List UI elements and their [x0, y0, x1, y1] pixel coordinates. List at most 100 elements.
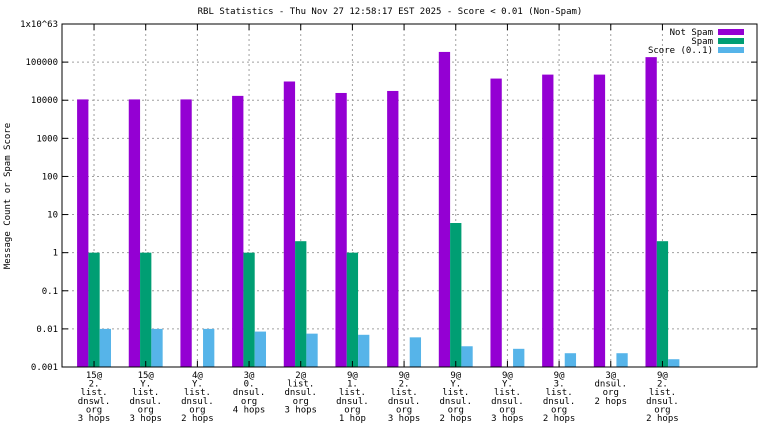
bar-score-0-1: [461, 346, 473, 367]
y-tick-label: 0.1: [42, 287, 58, 297]
x-tick-label-line: org: [654, 405, 670, 415]
y-tick-label: 1x10^63: [20, 20, 58, 30]
x-tick-label-line: 1 hop: [339, 414, 366, 424]
x-tick-label-line: list.: [546, 388, 573, 398]
x-tick-label-line: 2.: [399, 380, 410, 390]
x-tick-label-line: list.: [339, 388, 366, 398]
x-tick-label: 15@ Y. list. dnsul. org 3 hops: [129, 371, 162, 424]
legend-label: Score (0..1): [648, 46, 713, 56]
bar-not-spam: [232, 95, 244, 368]
legend-label: Not Spam: [670, 28, 713, 38]
bar-spam: [656, 241, 669, 367]
x-tick-label-line: 15@: [138, 371, 155, 381]
x-tick-label-line: list.: [287, 380, 314, 390]
bar-score-0-1: [513, 348, 525, 367]
x-tick-label: 9@ Y. list. dnsul. org 2 hops: [439, 371, 472, 424]
x-tick-label-line: dnsul.: [646, 397, 679, 407]
bar-not-spam: [77, 99, 89, 367]
x-tick-label-line: 3.: [554, 380, 565, 390]
x-tick-label-line: 2.: [657, 380, 668, 390]
x-tick-label-line: 2 hops: [181, 414, 214, 424]
x-tick-label-line: dnsul.: [336, 397, 369, 407]
bar-score-0-1: [409, 337, 422, 367]
x-tick-label-line: dnsul.: [233, 388, 266, 398]
y-tick-label: 10: [47, 211, 58, 221]
x-tick-label-line: org: [551, 405, 567, 415]
x-tick-label-line: org: [189, 405, 205, 415]
x-tick-label-line: dnswl.: [78, 397, 111, 407]
x-tick-label-line: Y.: [140, 380, 151, 390]
x-tick-label-line: 9@: [502, 371, 513, 381]
x-tick-label-line: 9@: [450, 371, 461, 381]
x-tick-label: 9@ 1. list. dnsul. org 1 hop: [336, 371, 369, 424]
x-tick-label-line: 2 hops: [543, 414, 576, 424]
bar-not-spam: [128, 99, 141, 367]
x-tick-label: 9@ 3. list. dnsul. org 2 hops: [543, 371, 576, 424]
x-tick-label-line: 2 hops: [439, 414, 472, 424]
x-tick-label-line: 9@: [657, 371, 668, 381]
x-tick-label-line: org: [86, 405, 102, 415]
bar-score-0-1: [151, 328, 163, 367]
x-tick-label-line: dnsul.: [595, 380, 628, 390]
x-tick-label-line: 2.: [89, 380, 100, 390]
x-tick-label-line: 3 hops: [388, 414, 421, 424]
bar-score-0-1: [668, 359, 680, 367]
legend-swatch: [718, 29, 744, 35]
bar-not-spam: [490, 78, 502, 368]
x-tick-label-line: org: [448, 405, 464, 415]
x-tick-label-line: 3 hops: [284, 405, 317, 415]
x-tick-label-line: dnsul.: [388, 397, 421, 407]
bar-score-0-1: [99, 328, 111, 367]
x-tick-label: 15@ 2. list. dnswl. org 3 hops: [78, 371, 111, 424]
x-tick-label-line: Y.: [502, 380, 513, 390]
bar-score-0-1: [564, 353, 577, 367]
x-tick-label: 3@ dnsul. org 2 hops: [595, 371, 628, 407]
x-tick-label-line: list.: [649, 388, 676, 398]
bar-not-spam: [180, 99, 192, 367]
x-tick-label: 2@ list. dnsul. org 3 hops: [284, 371, 317, 415]
bar-not-spam: [283, 81, 296, 367]
x-tick-label: 4@ Y. list. dnsul. org 2 hops: [181, 371, 214, 424]
x-tick-label-line: 3@: [244, 371, 255, 381]
bar-spam: [88, 252, 100, 367]
bar-not-spam: [542, 74, 554, 368]
x-tick-label-line: org: [138, 405, 154, 415]
bar-spam: [346, 252, 359, 367]
x-tick-label-line: list.: [442, 388, 469, 398]
x-tick-label-line: list.: [391, 388, 418, 398]
x-tick-label-line: dnsul.: [543, 397, 576, 407]
bars: [77, 51, 680, 368]
y-tick-label: 1000: [36, 134, 58, 144]
bar-not-spam: [593, 74, 606, 368]
x-tick-label-line: 0.: [244, 380, 255, 390]
x-tick-label-line: 9@: [399, 371, 410, 381]
x-tick-label-line: 3 hops: [129, 414, 162, 424]
x-tick-label-line: org: [344, 405, 360, 415]
x-tick-label: 3@ 0. dnsul. org 4 hops: [233, 371, 266, 415]
legend-label: Spam: [691, 37, 713, 47]
legend-swatch: [718, 38, 744, 44]
x-tick-label-line: 3 hops: [78, 414, 111, 424]
y-tick-label: 0.001: [31, 363, 58, 373]
chart-title: RBL Statistics - Thu Nov 27 12:58:17 EST…: [198, 7, 583, 17]
x-tick-label-line: 2 hops: [595, 397, 628, 407]
x-tick-label-line: org: [603, 388, 619, 398]
bar-spam: [295, 241, 307, 367]
bar-score-0-1: [254, 331, 267, 367]
bar-score-0-1: [306, 333, 318, 367]
y-axis-ticks: 0.001 0.01 0.1 1 10 100 1000 10000 100000 1x10^63: [20, 20, 757, 373]
x-tick-label-line: dnsul.: [181, 397, 214, 407]
x-tick-label-line: 4@: [192, 371, 203, 381]
x-tick-label-line: org: [241, 397, 257, 407]
plot-frame: [61, 23, 758, 368]
x-tick-label-line: org: [293, 397, 309, 407]
legend-swatch: [718, 47, 744, 53]
x-tick-label-line: org: [396, 405, 412, 415]
bar-score-0-1: [203, 328, 215, 367]
x-tick-label-line: list.: [80, 388, 107, 398]
x-tick-label-line: 2 hops: [646, 414, 679, 424]
bar-not-spam: [645, 57, 657, 367]
x-tick-label-line: dnsul.: [439, 397, 472, 407]
x-tick-label: 9@ 2. list. dnsul. org 3 hops: [388, 371, 421, 424]
